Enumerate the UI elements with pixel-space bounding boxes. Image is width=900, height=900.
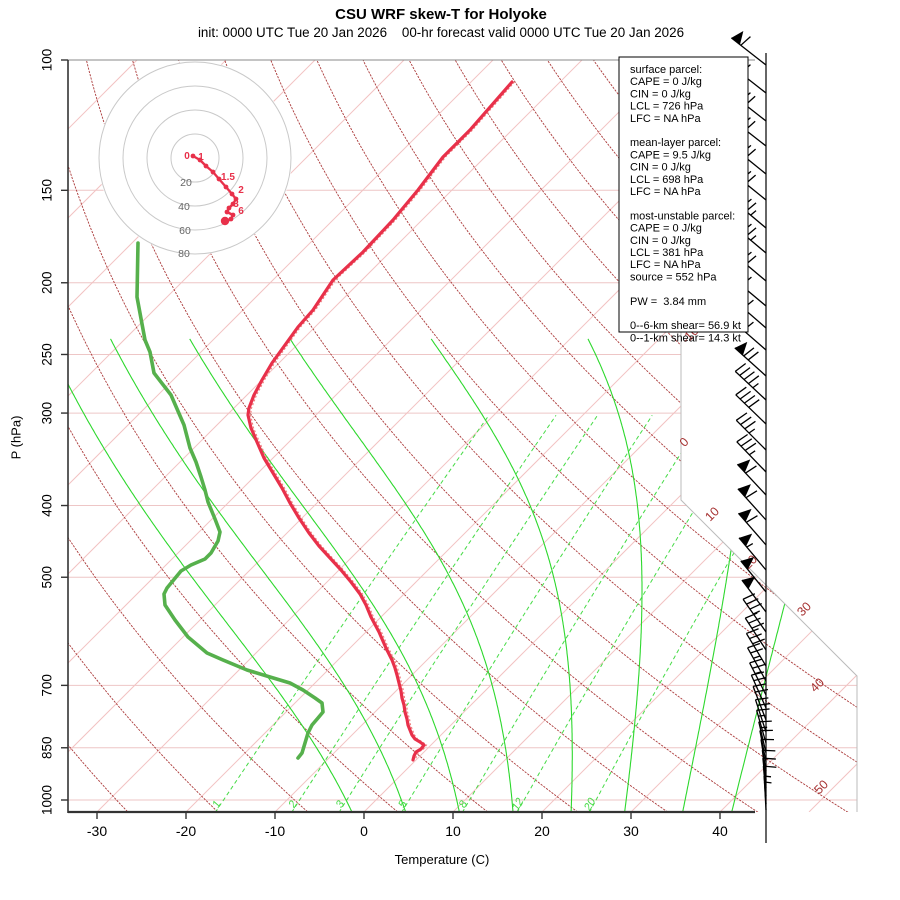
svg-text:200: 200 [40,271,55,294]
svg-text:10: 10 [445,823,461,839]
svg-text:2: 2 [238,185,244,196]
chart-title: CSU WRF skew-T for Holyoke [335,6,547,23]
svg-text:1.5: 1.5 [221,172,235,183]
svg-text:1: 1 [210,799,223,810]
svg-text:12: 12 [510,796,527,813]
chart-subtitle: init: 0000 UTC Tue 20 Jan 2026 00-hr for… [197,25,685,40]
svg-text:10: 10 [702,504,722,524]
info-box-line: mean-layer parcel: [630,137,721,149]
svg-text:0: 0 [677,435,692,450]
mixing-ratio-lines [214,415,816,812]
hodograph-inset: 20 40 60 80 0 1 1.52 36 [98,61,292,260]
info-box-line: LCL = 698 hPa [630,174,704,186]
info-box-line: LFC = NA hPa [630,259,702,271]
svg-text:3: 3 [233,199,239,210]
svg-text:850: 850 [40,737,55,760]
sounding-curves [135,80,515,762]
info-box-line: source = 552 hPa [630,271,717,283]
svg-text:20: 20 [180,177,192,189]
svg-text:80: 80 [178,248,190,260]
svg-text:2: 2 [286,799,300,811]
info-box-line: most-unstable parcel: [630,210,735,222]
svg-text:700: 700 [40,674,55,697]
info-box-line: LCL = 381 hPa [630,247,704,259]
svg-text:-10: -10 [265,823,285,839]
info-box-line: 0--6-km shear= 56.9 kt [630,320,741,332]
info-box-line: CIN = 0 J/kg [630,88,691,100]
svg-text:0: 0 [184,151,190,162]
info-box-line: surface parcel: [630,64,702,76]
svg-text:400: 400 [40,494,55,517]
info-box-line: LFC = NA hPa [630,113,702,125]
temperature-curve [246,80,514,762]
info-box-line: LCL = 726 hPa [630,101,704,113]
info-box-line: CIN = 0 J/kg [630,162,691,174]
svg-text:150: 150 [40,179,55,202]
info-box-line: CAPE = 9.5 J/kg [630,149,711,161]
svg-text:1: 1 [198,152,204,163]
svg-text:60: 60 [179,225,191,237]
svg-text:20: 20 [534,823,550,839]
info-box-line: PW = 3.84 mm [630,296,706,308]
svg-text:40: 40 [712,823,728,839]
svg-text:250: 250 [40,343,55,366]
svg-text:1000: 1000 [40,785,55,815]
svg-text:30: 30 [623,823,639,839]
mixing-ratio-labels: 1 2 3 5 8 12 20 [210,795,599,813]
svg-text:6: 6 [238,206,244,217]
info-box-line: CAPE = 0 J/kg [630,223,702,235]
svg-text:50: 50 [811,777,831,797]
info-box-line: LFC = NA hPa [630,186,702,198]
info-box-line: 0--1-km shear= 14.3 kt [630,332,741,344]
svg-text:0: 0 [360,823,368,839]
svg-text:100: 100 [40,49,55,72]
y-axis-title: P (hPa) [8,415,24,460]
virtual-temp-curve [249,81,515,761]
info-box-line: CIN = 0 J/kg [630,235,691,247]
dewpoint-curve [135,241,325,760]
svg-text:-20: -20 [176,823,196,839]
svg-text:300: 300 [40,402,55,425]
svg-text:500: 500 [40,566,55,589]
svg-text:40: 40 [807,675,827,695]
x-axis-title: Temperature (C) [394,852,490,867]
svg-text:-30: -30 [87,823,107,839]
info-box-line: CAPE = 0 J/kg [630,76,702,88]
svg-text:40: 40 [178,201,190,213]
